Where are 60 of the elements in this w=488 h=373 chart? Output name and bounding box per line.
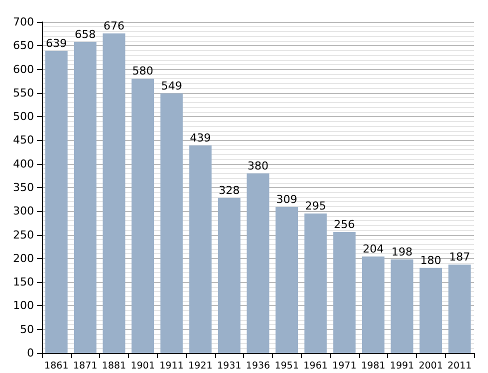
bar — [304, 214, 327, 353]
bar — [102, 33, 126, 353]
x-tick-label: 1951 — [274, 360, 299, 372]
bar — [132, 78, 154, 353]
bar — [362, 256, 384, 353]
x-tick-label: 1921 — [188, 360, 212, 372]
data-label: 676 — [104, 19, 124, 32]
y-tick-label: 250 — [13, 228, 34, 242]
y-tick-label: 100 — [13, 299, 34, 312]
bar — [160, 93, 183, 353]
y-tick-label: 550 — [13, 86, 34, 100]
data-label: 380 — [248, 159, 268, 172]
data-label: 580 — [132, 64, 154, 78]
x-tick-label: 1861 — [44, 360, 68, 372]
x-tick-label: 1961 — [304, 360, 328, 372]
data-label: 549 — [161, 79, 182, 92]
x-tick-label: 1991 — [390, 360, 414, 372]
data-label: 198 — [392, 245, 412, 258]
data-label: 328 — [218, 184, 240, 197]
y-tick-label: 400 — [13, 157, 34, 170]
data-label: 658 — [74, 28, 96, 41]
bar — [189, 145, 212, 353]
bar — [448, 264, 471, 353]
x-tick-label: 1901 — [130, 360, 155, 372]
bar — [45, 50, 68, 353]
y-tick-label: 500 — [13, 110, 34, 124]
x-tick-label: 1936 — [246, 360, 270, 372]
x-tick-label: 1981 — [361, 360, 386, 372]
data-label: 256 — [334, 218, 355, 231]
bar — [218, 198, 240, 353]
y-tick-label: 600 — [13, 62, 34, 76]
bar — [276, 206, 298, 353]
data-label: 204 — [362, 242, 384, 256]
y-tick-label: 0 — [27, 346, 34, 360]
bar — [333, 232, 356, 353]
data-label: 187 — [449, 250, 470, 264]
data-label: 180 — [420, 254, 442, 267]
data-label: 639 — [46, 36, 67, 50]
bar — [390, 259, 414, 353]
y-tick-label: 650 — [13, 39, 34, 52]
y-tick-label: 450 — [13, 134, 34, 147]
x-tick-label: 1881 — [102, 360, 126, 372]
bar — [420, 268, 442, 353]
y-tick-label: 150 — [13, 276, 34, 289]
data-label: 295 — [305, 200, 326, 213]
x-tick-label: 1971 — [332, 360, 356, 372]
data-label: 439 — [190, 131, 211, 144]
x-tick-label: 1911 — [160, 360, 184, 372]
y-tick-label: 700 — [13, 16, 34, 28]
x-tick-label: 1931 — [217, 360, 242, 372]
y-tick-label: 50 — [20, 322, 34, 336]
x-tick-label: 2001 — [418, 360, 443, 372]
x-tick-label: 1871 — [73, 360, 98, 372]
x-tick-label: 2011 — [448, 360, 472, 372]
y-tick-label: 350 — [13, 181, 34, 194]
y-tick-label: 200 — [13, 252, 34, 265]
data-label: 309 — [276, 192, 298, 206]
bar — [74, 42, 96, 353]
y-tick-label: 300 — [13, 204, 34, 218]
bar — [246, 173, 270, 353]
